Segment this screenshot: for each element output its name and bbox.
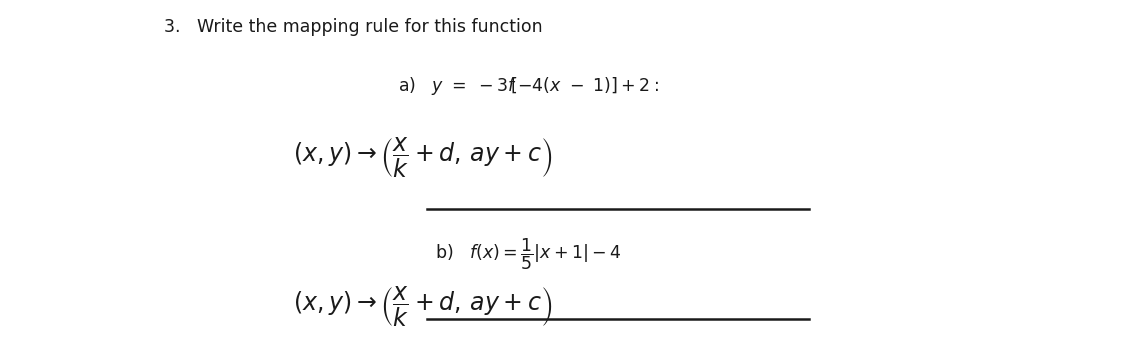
Text: a)   $y\ =\ -3f\!\left[-4(x\ -\ 1)\right] + 2:$: a) $y\ =\ -3f\!\left[-4(x\ -\ 1)\right] … [398,75,659,97]
Text: 3.   Write the mapping rule for this function: 3. Write the mapping rule for this funct… [164,18,543,36]
Text: $(x, y) \rightarrow \left(\dfrac{x}{k}+d,\,ay+c\right)$: $(x, y) \rightarrow \left(\dfrac{x}{k}+d… [293,136,552,180]
Text: $(x, y) \rightarrow \left(\dfrac{x}{k}+d,\,ay+c\right)$: $(x, y) \rightarrow \left(\dfrac{x}{k}+d… [293,285,552,329]
Text: b)   $f(x) = \dfrac{1}{5}|x+1| - 4$: b) $f(x) = \dfrac{1}{5}|x+1| - 4$ [435,236,622,272]
